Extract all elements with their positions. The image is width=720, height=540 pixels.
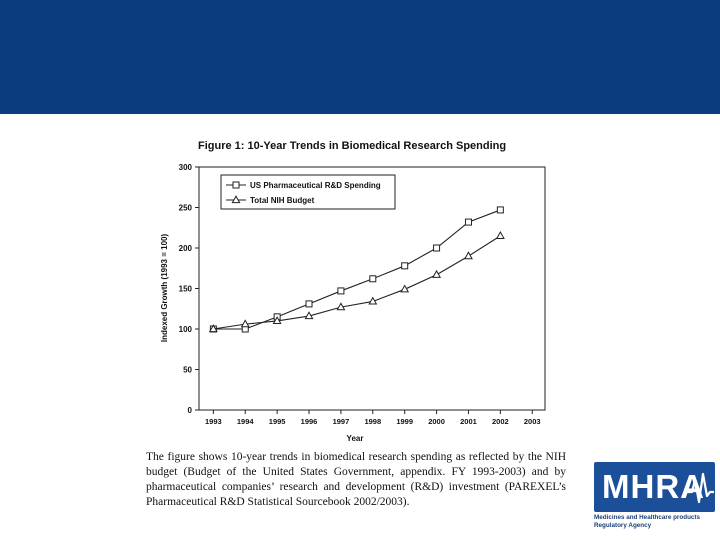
data-point	[400, 284, 410, 293]
data-point	[369, 275, 377, 283]
y-tick-label: 100	[179, 325, 193, 334]
y-tick-label: 150	[179, 285, 193, 294]
mhra-logo: MHRA Medicines and Healthcare products R…	[592, 460, 716, 536]
y-tick-label: 50	[183, 366, 192, 375]
x-tick-label: 1994	[237, 417, 255, 426]
data-point	[304, 311, 314, 320]
x-axis-label: Year	[347, 434, 364, 443]
legend-label: Total NIH Budget	[250, 196, 315, 205]
logo-wordmark: MHRA	[602, 468, 705, 505]
data-point	[337, 287, 345, 295]
series-line	[213, 235, 501, 330]
x-tick-label: 2000	[428, 417, 445, 426]
data-point	[368, 296, 378, 305]
data-point	[401, 262, 409, 270]
data-point	[496, 206, 504, 214]
logo-box: MHRA	[594, 462, 715, 512]
x-tick-label: 2001	[460, 417, 477, 426]
y-tick-label: 0	[188, 406, 193, 415]
x-ticks: 1993 1994 1995 1996 1997 1998 1999 2000 2001 2002…	[205, 410, 541, 426]
x-tick-label: 1993	[205, 417, 222, 426]
x-tick-label: 1995	[269, 417, 286, 426]
heartbeat-icon	[686, 472, 714, 504]
y-tick-label: 200	[179, 244, 193, 253]
series-line	[213, 209, 501, 330]
legend-swatch-marker	[231, 195, 241, 204]
data-point	[272, 316, 282, 324]
x-tick-label: 1996	[301, 417, 318, 426]
figure-caption: The figure shows 10-year trends in biome…	[146, 451, 566, 508]
chart-legend: US Pharmaceutical R&D Spending Total NIH …	[220, 174, 396, 210]
y-tick-label: 250	[179, 204, 193, 213]
legend-box	[220, 174, 396, 210]
data-point	[336, 302, 346, 311]
x-tick-label: 2003	[524, 417, 541, 426]
data-point	[433, 244, 441, 252]
header-banner	[0, 0, 720, 114]
chart-series	[208, 206, 505, 333]
data-point	[208, 324, 218, 333]
legend-swatch-marker	[232, 181, 240, 189]
logo-subtitle: Medicines and Healthcare products Regula…	[594, 514, 718, 530]
x-tick-label: 2002	[492, 417, 509, 426]
data-point	[464, 251, 473, 260]
y-axis-label: Indexed Growth (1993 = 100)	[160, 234, 169, 343]
data-point	[240, 319, 250, 328]
logo-subtitle-line2: Regulatory Agency	[594, 522, 652, 529]
x-tick-label: 1997	[333, 417, 350, 426]
series-2	[208, 231, 505, 333]
y-tick-label: 300	[179, 163, 193, 172]
legend-label: US Pharmaceutical R&D Spending	[250, 181, 381, 190]
data-point	[305, 300, 313, 308]
logo-subtitle-line1: Medicines and Healthcare products	[594, 514, 701, 521]
x-tick-label: 1998	[364, 417, 381, 426]
data-point	[432, 269, 442, 278]
figure-title: Figure 1: 10-Year Trends in Biomedical R…	[198, 140, 507, 152]
x-tick-label: 1999	[396, 417, 413, 426]
data-point	[464, 218, 472, 226]
y-ticks: 0 50 100 150 200 250 300	[179, 163, 199, 415]
series-1	[209, 206, 504, 333]
data-point	[495, 231, 505, 239]
